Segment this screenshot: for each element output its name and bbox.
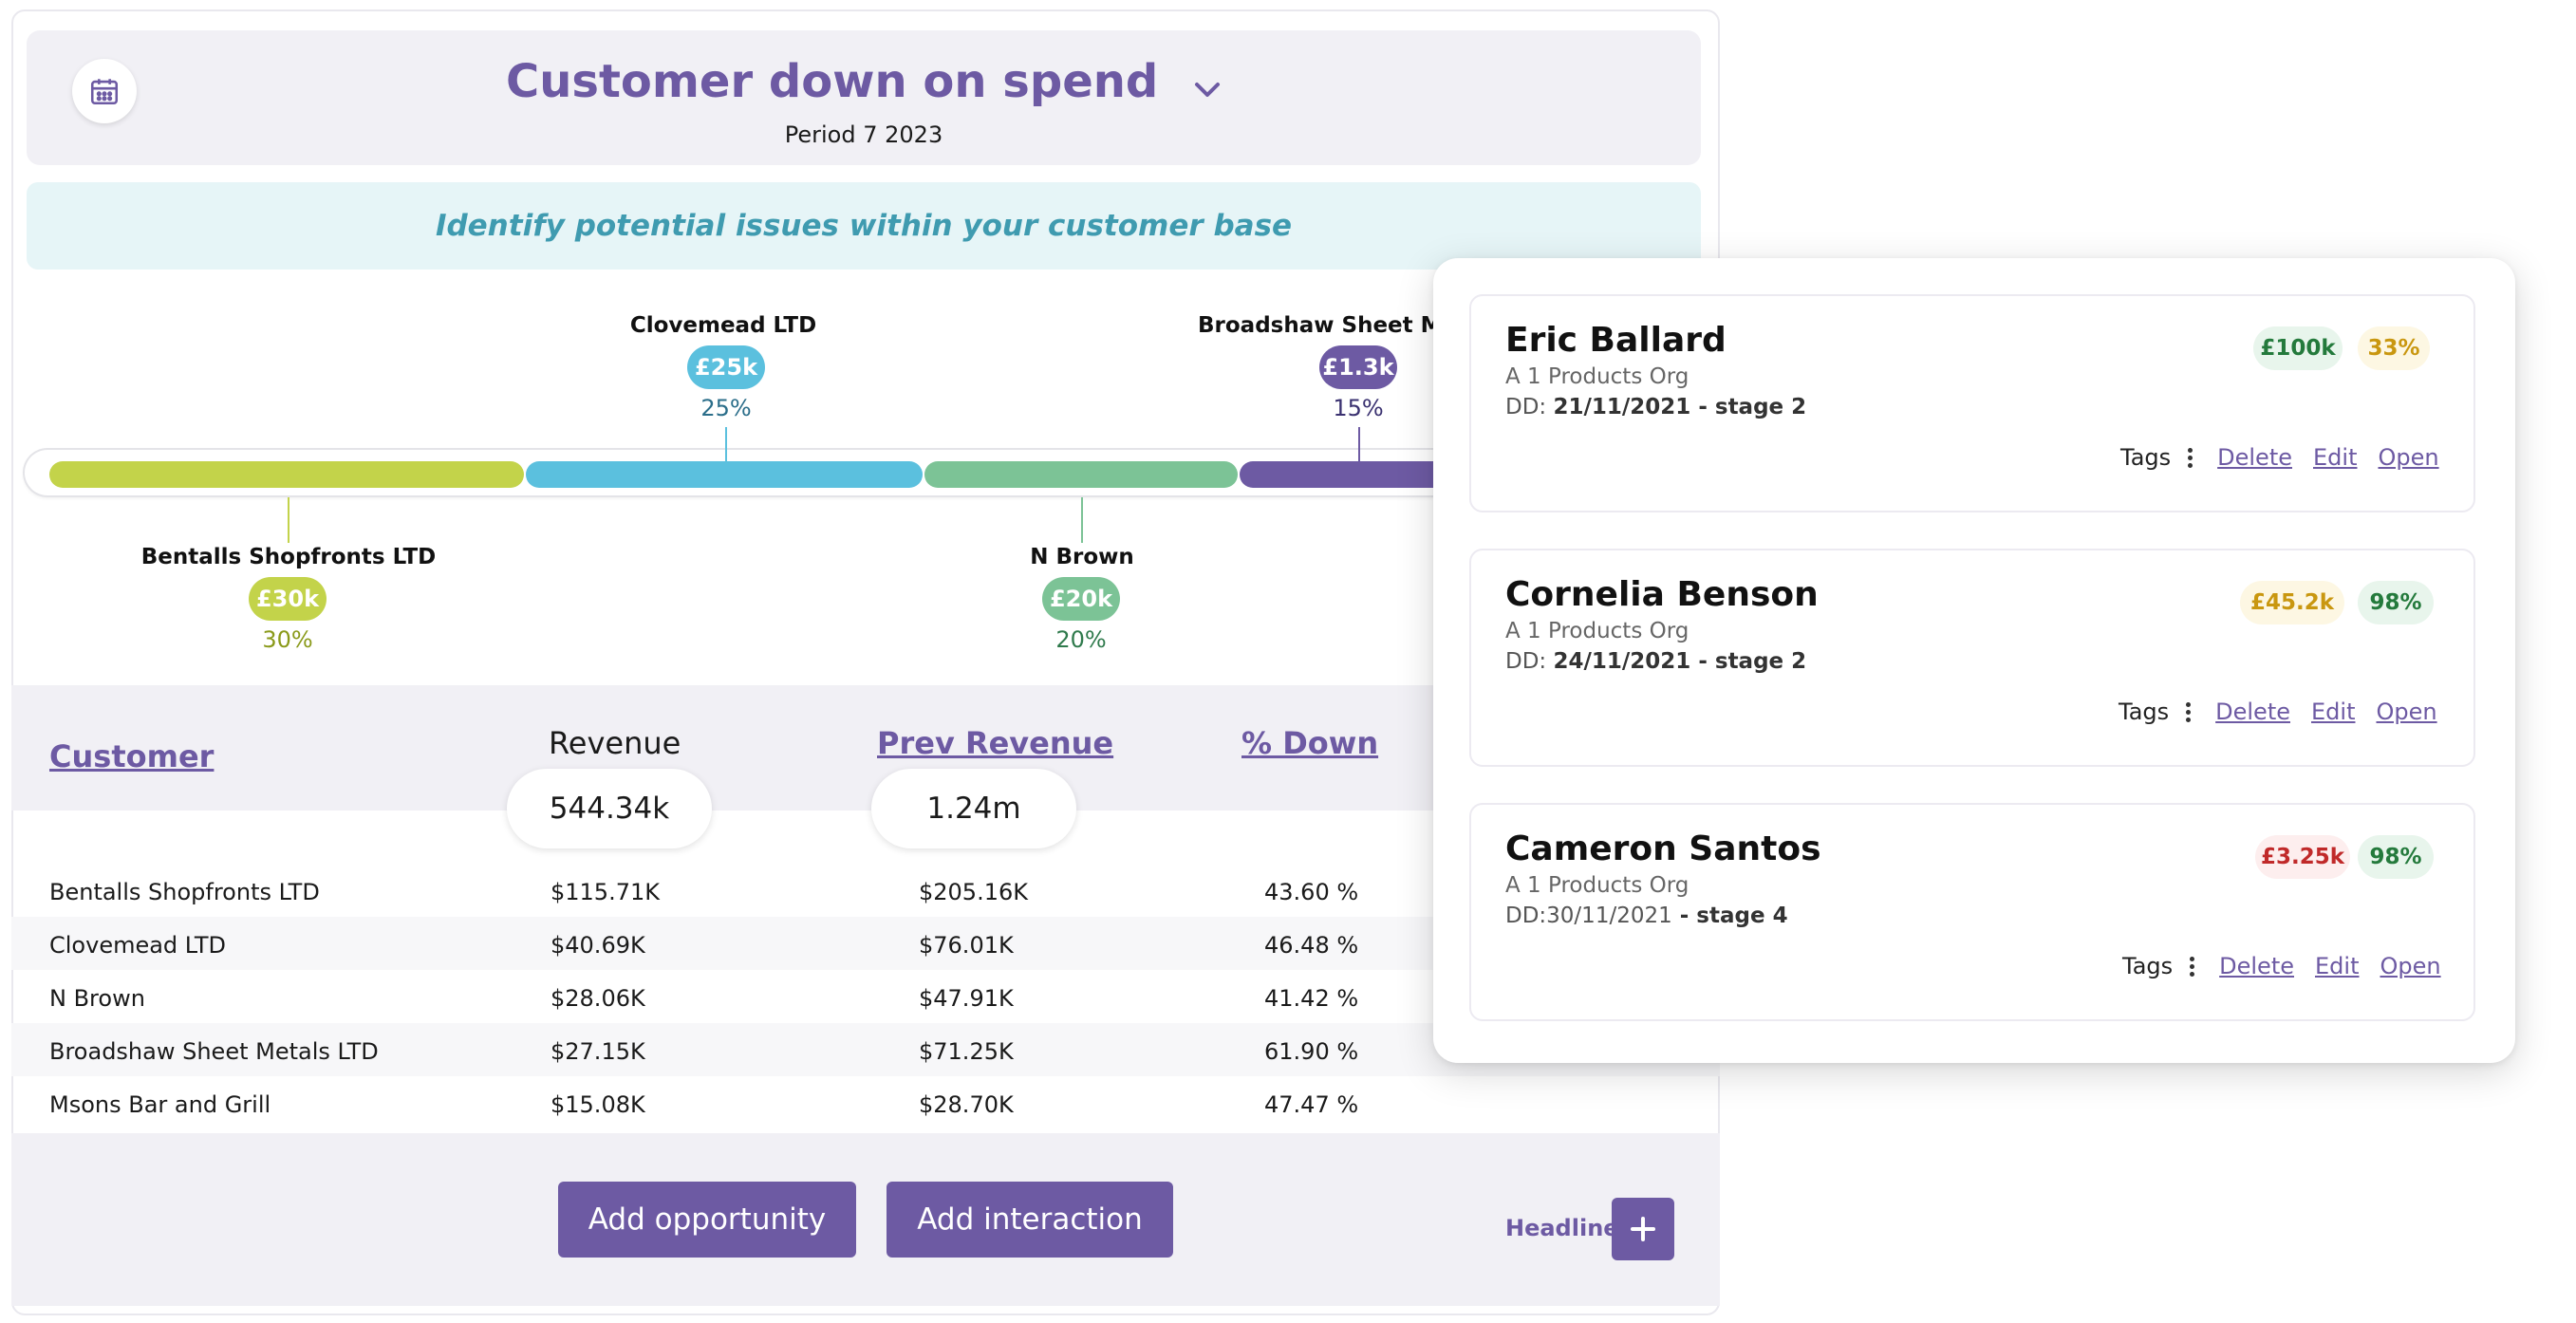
report-title: Customer down on spend (506, 55, 1159, 108)
edit-link[interactable]: Edit (2315, 953, 2360, 979)
contact-card[interactable]: Cornelia Benson A 1 Products Org DD: 24/… (1469, 549, 2475, 767)
total-revenue: 544.34k (507, 769, 712, 848)
delete-link[interactable]: Delete (2215, 699, 2290, 725)
table-row[interactable]: Bentalls Shopfronts LTD $115.71K $205.16… (11, 864, 1720, 917)
segment-label-broadshaw: Broadshaw Sheet Met (1198, 313, 1468, 338)
percent-broadshaw: 15% (1333, 395, 1384, 421)
calendar-button[interactable] (72, 59, 137, 123)
tags-label: Tags (2119, 699, 2170, 725)
info-banner: Identify potential issues within your cu… (27, 182, 1701, 270)
contact-name: Eric Ballard (1505, 321, 1727, 360)
value-badge: £3.25k (2255, 835, 2350, 879)
tags-label: Tags (2122, 953, 2174, 979)
cell-prev-revenue: $71.25K (919, 1038, 1014, 1065)
cell-prev-revenue: $28.70K (919, 1091, 1014, 1118)
delete-link[interactable]: Delete (2219, 953, 2294, 979)
contact-org: A 1 Products Org (1505, 873, 1689, 898)
cell-revenue: $115.71K (551, 879, 660, 905)
connector-line (1081, 497, 1083, 543)
add-opportunity-button[interactable]: Add opportunity (558, 1182, 856, 1258)
more-vertical-icon[interactable] (2188, 447, 2193, 468)
cell-revenue: $15.08K (551, 1091, 645, 1118)
cell-customer: N Brown (49, 985, 145, 1012)
cell-prev-revenue: $205.16K (919, 879, 1028, 905)
percent-badge: 98% (2358, 581, 2434, 624)
more-vertical-icon[interactable] (2190, 956, 2195, 977)
cell-customer: Msons Bar and Grill (49, 1091, 271, 1118)
edit-link[interactable]: Edit (2313, 444, 2358, 471)
contact-org: A 1 Products Org (1505, 619, 1689, 643)
action-footer (11, 1133, 1720, 1306)
value-badge: £100k (2253, 326, 2343, 370)
cell-customer: Clovemead LTD (49, 932, 226, 959)
amount-pill-clovemead: £25k (687, 345, 765, 389)
headline-label: Headline (1505, 1215, 1619, 1241)
cell-pct-down: 43.60 % (1264, 879, 1359, 905)
amount-pill-bentalls: £30k (249, 577, 327, 621)
calendar-icon (90, 79, 119, 105)
edit-link[interactable]: Edit (2311, 699, 2356, 725)
percent-badge: 98% (2358, 835, 2434, 879)
add-headline-button[interactable] (1612, 1198, 1674, 1260)
contact-org: A 1 Products Org (1505, 364, 1689, 389)
column-header-revenue: Revenue (549, 725, 681, 761)
more-vertical-icon[interactable] (2186, 701, 2192, 722)
contact-name: Cameron Santos (1505, 829, 1821, 868)
card-actions: Tags Delete Edit Open (2122, 953, 2441, 979)
percent-bentalls: 30% (262, 626, 313, 653)
delete-link[interactable]: Delete (2217, 444, 2292, 471)
cell-revenue: $27.15K (551, 1038, 645, 1065)
segment-n-brown[interactable] (924, 461, 1238, 488)
contacts-panel: Eric Ballard A 1 Products Org DD: 21/11/… (1433, 258, 2515, 1063)
total-prev-revenue: 1.24m (871, 769, 1076, 848)
contact-due-date: DD: 21/11/2021 - stage 2 (1505, 395, 1807, 419)
contact-due-date: DD:30/11/2021 - stage 4 (1505, 904, 1788, 928)
card-actions: Tags Delete Edit Open (2119, 699, 2437, 725)
segment-label-bentalls: Bentalls Shopfronts LTD (140, 545, 437, 569)
column-header-prev-revenue[interactable]: Prev Revenue (877, 725, 1114, 761)
cell-pct-down: 41.42 % (1264, 985, 1359, 1012)
add-interaction-button[interactable]: Add interaction (887, 1182, 1173, 1258)
tags-label: Tags (2120, 444, 2172, 471)
amount-pill-n-brown: £20k (1042, 577, 1120, 621)
open-link[interactable]: Open (2380, 953, 2441, 979)
cell-pct-down: 46.48 % (1264, 932, 1359, 959)
percent-clovemead: 25% (700, 395, 752, 421)
column-header-customer[interactable]: Customer (49, 738, 215, 774)
card-actions: Tags Delete Edit Open (2120, 444, 2439, 471)
percent-n-brown: 20% (1055, 626, 1107, 653)
report-period: Period 7 2023 (784, 121, 943, 148)
report-title-dropdown[interactable]: Customer down on spend (27, 55, 1701, 111)
plus-icon (1631, 1217, 1655, 1241)
amount-pill-broadshaw: £1.3k (1319, 345, 1397, 389)
report-header: Customer down on spend Period 7 2023 (27, 30, 1701, 165)
cell-prev-revenue: $76.01K (919, 932, 1014, 959)
open-link[interactable]: Open (2376, 699, 2437, 725)
segment-label-clovemead: Clovemead LTD (629, 313, 817, 338)
segment-clovemead[interactable] (526, 461, 923, 488)
cell-pct-down: 61.90 % (1264, 1038, 1359, 1065)
segment-label-n-brown: N Brown (1030, 545, 1134, 569)
percent-badge: 33% (2358, 326, 2430, 370)
cell-revenue: $28.06K (551, 985, 645, 1012)
table-row[interactable]: Msons Bar and Grill $15.08K $28.70K 47.4… (11, 1076, 1720, 1129)
cell-pct-down: 47.47 % (1264, 1091, 1359, 1118)
connector-line (725, 427, 727, 463)
table-row[interactable]: N Brown $28.06K $47.91K 41.42 % (11, 970, 1720, 1023)
column-header-pct-down[interactable]: % Down (1241, 725, 1379, 761)
connector-line (288, 497, 289, 543)
segment-bentalls[interactable] (49, 461, 524, 488)
cell-revenue: $40.69K (551, 932, 645, 959)
cell-customer: Bentalls Shopfronts LTD (49, 879, 320, 905)
contact-card[interactable]: Eric Ballard A 1 Products Org DD: 21/11/… (1469, 294, 2475, 512)
contact-name: Cornelia Benson (1505, 575, 1819, 614)
value-badge: £45.2k (2240, 581, 2344, 624)
cell-customer: Broadshaw Sheet Metals LTD (49, 1038, 379, 1065)
contact-card[interactable]: Cameron Santos A 1 Products Org DD:30/11… (1469, 803, 2475, 1021)
contact-due-date: DD: 24/11/2021 - stage 2 (1505, 649, 1807, 674)
cell-prev-revenue: $47.91K (919, 985, 1014, 1012)
connector-line (1358, 427, 1360, 463)
chevron-down-icon (1193, 58, 1222, 111)
open-link[interactable]: Open (2378, 444, 2439, 471)
